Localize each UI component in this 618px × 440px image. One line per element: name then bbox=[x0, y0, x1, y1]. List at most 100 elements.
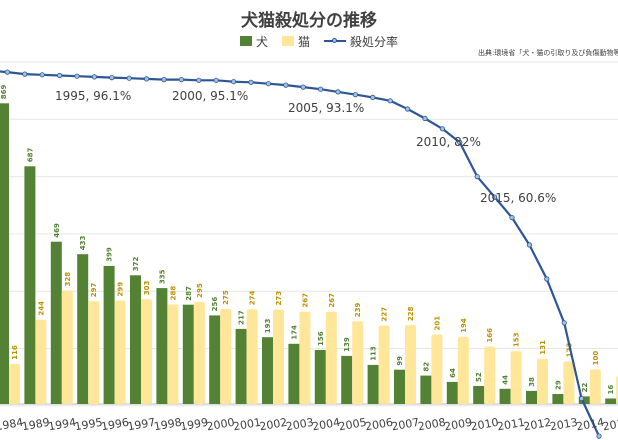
value-label-cat: 297 bbox=[90, 282, 98, 297]
rate-point bbox=[39, 72, 45, 78]
value-label-cat: 275 bbox=[222, 290, 230, 305]
value-label-cat: 227 bbox=[381, 307, 389, 322]
value-label-dog: 16 bbox=[607, 385, 615, 395]
value-label-cat: 328 bbox=[64, 272, 72, 287]
rate-point bbox=[109, 75, 115, 81]
rate-annotation: 1995, 96.1% bbox=[55, 89, 131, 103]
bar-cat bbox=[510, 351, 522, 404]
value-label-dog: 469 bbox=[53, 223, 61, 238]
value-label-dog: 433 bbox=[79, 235, 87, 250]
bar-cat bbox=[405, 325, 416, 404]
rate-point bbox=[422, 115, 428, 122]
x-tick-label: 2004 bbox=[311, 416, 341, 434]
rate-point bbox=[578, 395, 585, 402]
value-label-cat: 288 bbox=[169, 286, 177, 301]
rate-point bbox=[56, 72, 63, 79]
rate-point bbox=[457, 139, 463, 145]
rate-point bbox=[126, 75, 132, 81]
bar-dog bbox=[288, 343, 300, 404]
bar-dog bbox=[156, 288, 168, 404]
value-label-dog: 139 bbox=[343, 337, 351, 352]
rate-point bbox=[265, 81, 271, 87]
bar-cat bbox=[457, 336, 469, 404]
x-tick-label: 1996 bbox=[100, 416, 130, 434]
rate-point bbox=[300, 84, 306, 90]
value-label-dog: 174 bbox=[290, 325, 298, 340]
rate-point bbox=[91, 74, 98, 80]
rate-annotation: 2015, 60.6% bbox=[480, 191, 556, 205]
bar-cat bbox=[193, 301, 205, 404]
value-label-dog: 52 bbox=[475, 372, 483, 382]
x-tick-label: 1984 bbox=[0, 416, 24, 434]
bar-dog bbox=[130, 275, 141, 404]
rate-point bbox=[509, 215, 515, 221]
value-label-cat: 274 bbox=[249, 290, 257, 305]
x-tick-label: 2013 bbox=[549, 416, 579, 434]
bar-dog bbox=[262, 337, 273, 404]
rate-point bbox=[178, 77, 184, 83]
x-tick-label: 2008 bbox=[417, 416, 447, 434]
value-label-dog: 38 bbox=[528, 377, 536, 387]
rate-point bbox=[317, 86, 324, 92]
value-label-dog: 193 bbox=[264, 318, 272, 333]
value-label-cat: 153 bbox=[513, 332, 521, 347]
legend-item-dog: 犬 bbox=[240, 33, 268, 50]
value-label-cat: 299 bbox=[117, 282, 125, 297]
value-label-dog: 256 bbox=[211, 297, 219, 312]
value-label-cat: 100 bbox=[592, 351, 600, 366]
rate-point bbox=[404, 106, 411, 112]
value-label-dog: 64 bbox=[449, 368, 457, 378]
x-tick-label: 2012 bbox=[522, 416, 552, 434]
bar-dog bbox=[0, 103, 9, 405]
legend-swatch-cat bbox=[282, 36, 295, 46]
value-label-cat: 267 bbox=[328, 293, 336, 308]
bar-dog bbox=[499, 388, 511, 404]
bar-dog bbox=[235, 328, 247, 404]
bar-cat bbox=[61, 290, 73, 404]
value-label-dog: 217 bbox=[238, 310, 246, 325]
value-label-dog: 113 bbox=[370, 346, 378, 361]
x-tick-label: 2011 bbox=[496, 416, 526, 434]
chart-title: 犬猫殺処分の推移 bbox=[241, 11, 377, 31]
x-tick-label: 2014 bbox=[575, 416, 605, 434]
value-label-dog: 82 bbox=[422, 362, 430, 372]
value-label-cat: 166 bbox=[486, 328, 494, 343]
bar-cat bbox=[484, 346, 496, 404]
rate-annotation: 2000, 95.1% bbox=[172, 89, 248, 103]
x-tick-label: 2010 bbox=[470, 416, 500, 434]
x-tick-label: 2001 bbox=[232, 416, 262, 434]
legend-swatch-dog bbox=[240, 36, 252, 46]
legend-label-cat: 猫 bbox=[298, 34, 311, 49]
value-label-cat: 194 bbox=[460, 318, 468, 333]
value-label-dog: 99 bbox=[396, 356, 404, 366]
value-label-dog: 335 bbox=[158, 269, 166, 284]
rate-point bbox=[283, 82, 289, 88]
rate-line bbox=[0, 69, 602, 439]
x-tick-label: 1989 bbox=[21, 416, 51, 434]
value-label-dog: 22 bbox=[581, 383, 589, 393]
legend-item-rate: 殺処分率 bbox=[324, 33, 398, 50]
bar-cat bbox=[9, 363, 20, 404]
bar-cat bbox=[220, 308, 232, 404]
rate-point bbox=[213, 77, 219, 83]
bar-cat bbox=[246, 309, 258, 404]
bar-cat bbox=[35, 319, 47, 404]
value-label-dog: 44 bbox=[502, 375, 510, 385]
bar-dog bbox=[473, 386, 485, 404]
rate-series-line bbox=[0, 70, 600, 437]
x-tick-label: 2007 bbox=[390, 416, 420, 434]
legend-label-rate: 殺処分率 bbox=[350, 34, 399, 49]
legend-item-cat: 猫 bbox=[282, 33, 310, 50]
rate-point bbox=[352, 92, 358, 98]
value-label-cat: 116 bbox=[11, 345, 19, 360]
rate-point bbox=[387, 98, 393, 104]
x-tick-label: 2003 bbox=[285, 416, 315, 434]
rate-point bbox=[544, 276, 550, 282]
value-label-cat: 303 bbox=[143, 280, 151, 295]
rate-point bbox=[561, 320, 567, 326]
rate-point bbox=[596, 433, 602, 439]
value-label-dog: 372 bbox=[132, 257, 140, 272]
bar-cat bbox=[589, 369, 601, 404]
bars bbox=[0, 103, 618, 405]
